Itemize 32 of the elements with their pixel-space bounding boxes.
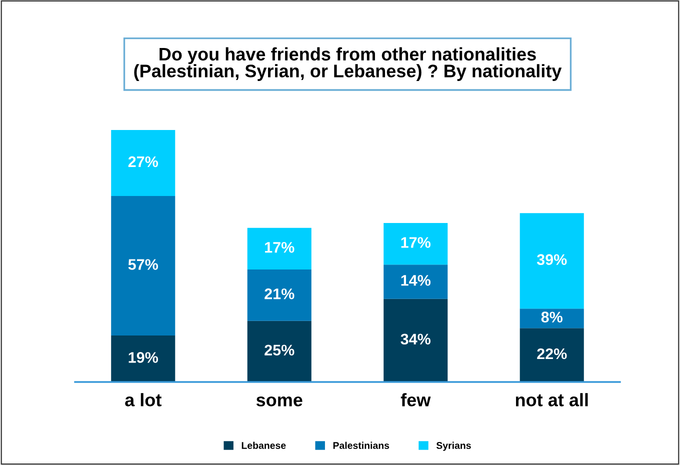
bar: [111, 196, 176, 336]
bar: [247, 269, 312, 321]
x-tick-label: few: [400, 393, 431, 406]
bar: [520, 328, 584, 382]
data-label: 39%: [536, 254, 567, 266]
legend-label: Lebanese: [242, 442, 286, 449]
data-label: 57%: [128, 259, 158, 270]
data-label: 17%: [265, 242, 294, 253]
bar: [520, 308, 584, 328]
x-tick-label: not at all: [516, 393, 588, 406]
bar: [384, 222, 448, 265]
bar: [247, 228, 312, 270]
data-label: 34%: [400, 334, 431, 345]
bar: [247, 320, 312, 382]
x-tick-label: some: [256, 396, 302, 406]
data-label: 19%: [128, 352, 158, 363]
bar: [384, 264, 448, 299]
data-label: 14%: [401, 275, 431, 286]
data-label: 17%: [401, 237, 431, 248]
bar: [520, 213, 584, 309]
chart-title: Do you have friends from other nationalities (Palestinian, Syrian, or Lebanese) ? By nationality: [134, 47, 562, 81]
data-label: 8%: [541, 312, 563, 322]
data-label: 25%: [264, 344, 294, 356]
bar: [111, 130, 176, 196]
x-tick-label: a lot: [125, 393, 162, 406]
legend-label: Palestinians: [333, 442, 390, 449]
bar: [384, 298, 448, 382]
bar: [111, 336, 176, 382]
data-label: 27%: [128, 156, 158, 168]
legend-label: Syrians: [436, 442, 471, 451]
data-label: 22%: [537, 348, 567, 360]
data-label: 21%: [264, 288, 294, 300]
